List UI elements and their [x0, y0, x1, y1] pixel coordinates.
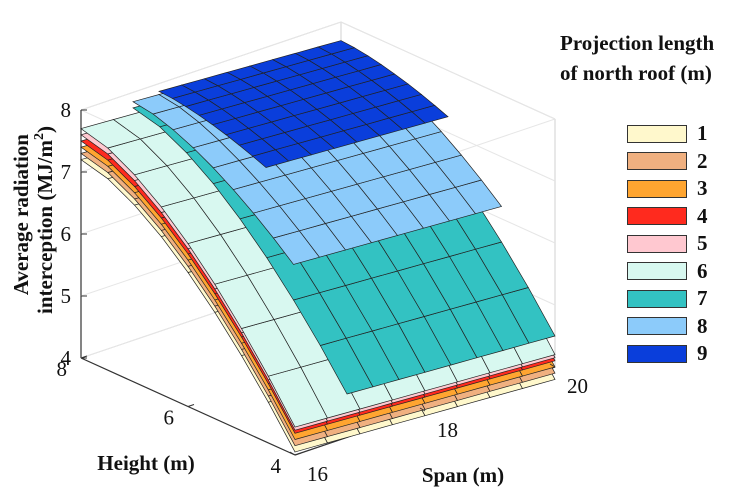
surface-cell-9: [317, 40, 356, 55]
height-tick-mark: [80, 355, 88, 359]
height-tick-mark: [294, 452, 302, 456]
z-gridline: [80, 21, 556, 120]
legend-swatch: [627, 317, 687, 336]
legend-item-2: 2: [627, 148, 708, 176]
x-axis-label: Span (m): [422, 463, 504, 487]
height-tick-label: 6: [164, 406, 175, 430]
z-tick-label: 5: [61, 284, 72, 308]
legend-label: 3: [697, 176, 708, 201]
height-tick-mark: [187, 404, 195, 407]
legend-swatch: [627, 207, 687, 226]
legend-swatch: [627, 124, 687, 143]
span-tick-mark: [549, 363, 556, 368]
z-tick-label: 8: [61, 98, 72, 122]
legend-label: 6: [697, 258, 708, 283]
legend-swatch: [627, 234, 687, 253]
legend-item-7: 7: [627, 285, 708, 313]
legend-label: 9: [697, 341, 708, 366]
legend-label: 2: [697, 148, 708, 173]
legend-label: 5: [697, 231, 708, 256]
surface-group: [80, 40, 556, 453]
z-axis-label-line2: interception (MJ/m: [33, 140, 57, 314]
legend-title: Projection length of north roof (m): [560, 28, 750, 88]
span-tick-label: 18: [437, 418, 458, 442]
legend-item-5: 5: [627, 230, 708, 258]
legend-swatch: [627, 344, 687, 363]
legend-item-3: 3: [627, 175, 708, 203]
z-axis-label: Average radiation interception (MJ/m2): [9, 126, 57, 314]
legend-title-line1: Projection length: [560, 31, 715, 55]
legend-item-8: 8: [627, 313, 708, 341]
z-axis-label-close: ): [33, 126, 57, 133]
legend-item-6: 6: [627, 258, 708, 286]
legend-title-line2: of north roof (m): [560, 61, 712, 85]
z-axis-label-superscript: 2: [32, 133, 47, 140]
height-tick-label: 8: [57, 357, 68, 381]
legend-label: 7: [697, 286, 708, 311]
legend-label: 8: [697, 313, 708, 338]
legend-swatch: [627, 289, 687, 308]
axis-label-group: Span (m) Height (m) Average radiation in…: [9, 126, 504, 487]
y-axis-label: Height (m): [97, 451, 194, 475]
z-tick-label: 7: [61, 160, 72, 184]
span-tick-mark: [289, 451, 296, 456]
surface-layer-9: [158, 40, 449, 168]
height-tick-label: 4: [271, 454, 282, 478]
legend-item-4: 4: [627, 203, 708, 231]
legend-label: 4: [697, 203, 708, 228]
span-tick-label: 16: [307, 462, 328, 486]
z-axis-label-line1: Average radiation: [9, 134, 33, 295]
legend-label: 1: [697, 121, 708, 146]
z-tick-label: 4: [61, 346, 72, 370]
span-tick-label: 20: [567, 374, 588, 398]
span-tick-mark: [419, 407, 426, 412]
legend-swatch: [627, 152, 687, 171]
z-tick-label: 6: [61, 222, 72, 246]
legend-item-1: 1: [627, 120, 708, 148]
legend-swatch: [627, 262, 687, 281]
legend-item-9: 9: [627, 340, 708, 368]
legend-swatch: [627, 179, 687, 198]
